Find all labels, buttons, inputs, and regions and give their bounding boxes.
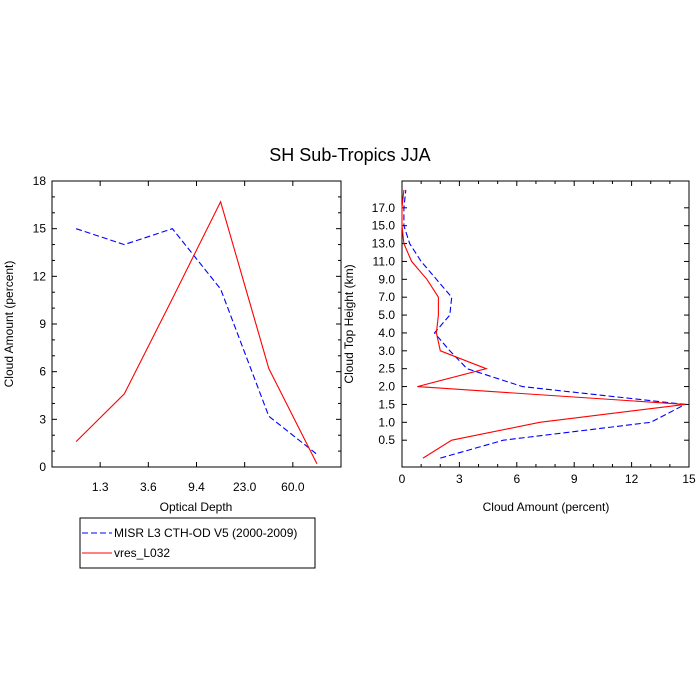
right-y-tick-label: 3.0: [378, 344, 395, 358]
right-panel: 0 3 6 9 12 15 0.5 1.0 1.5 2.0 2.5 3.0 4.0 5.0 7.0 9.0 11…: [342, 180, 696, 514]
left-x-axis-label: Optical Depth: [160, 500, 233, 514]
left-y-tick-label: 9: [39, 317, 46, 331]
left-series-lines: [75, 200, 318, 465]
legend-box: [79, 517, 316, 569]
left-y-axis-label: Cloud Amount (percent): [2, 261, 16, 388]
left-series-vres: [75, 200, 318, 465]
right-x-axis-label: Cloud Amount (percent): [483, 500, 610, 514]
right-series-lines: [401, 189, 688, 459]
left-series-misr: [75, 228, 318, 455]
left-x-tick-label: 1.3: [92, 480, 109, 494]
legend-label-misr: MISR L3 CTH-OD V5 (2000-2009): [114, 526, 297, 540]
right-y-tick-label: 15.0: [372, 219, 396, 233]
right-y-tick-label: 9.0: [378, 272, 395, 286]
right-y-tick-label: 2.0: [378, 380, 395, 394]
left-y-tick-label: 18: [33, 174, 47, 188]
right-x-tick-label: 0: [399, 472, 406, 486]
right-y-tick-label: 0.5: [378, 433, 395, 447]
right-plot-frame: [401, 180, 690, 468]
left-ticks: 0 3 6 9 12 15 18 1.3 3.6 9.4 23.0 60.0: [33, 174, 341, 494]
legend-label-vres: vres_L032: [114, 546, 170, 560]
left-panel: 0 3 6 9 12 15 18 1.3 3.6 9.4 23.0 60.0 Optical Dept…: [2, 174, 342, 514]
right-x-tick-label: 3: [456, 472, 463, 486]
left-y-tick-label: 3: [39, 412, 46, 426]
right-y-tick-label: 4.0: [378, 326, 395, 340]
left-x-tick-label: 9.4: [188, 480, 205, 494]
right-y-tick-label: 11.0: [373, 254, 396, 268]
left-x-tick-label: 60.0: [281, 480, 305, 494]
right-x-tick-label: 6: [513, 472, 520, 486]
left-y-tick-label: 12: [33, 269, 47, 283]
left-x-tick-label: 23.0: [233, 480, 257, 494]
right-x-tick-label: 12: [625, 472, 639, 486]
left-y-tick-label: 6: [39, 365, 46, 379]
right-y-tick-label: 5.0: [378, 308, 395, 322]
right-y-tick-label: 1.5: [378, 397, 395, 411]
right-y-axis-label: Cloud Top Height (km): [342, 264, 356, 383]
right-y-tick-label: 17.0: [372, 201, 396, 215]
left-plot-frame: [51, 180, 342, 468]
right-y-tick-label: 7.0: [378, 290, 395, 304]
left-y-tick-label: 15: [33, 222, 47, 236]
legend: MISR L3 CTH-OD V5 (2000-2009) vres_L032: [79, 517, 316, 569]
right-y-tick-label: 1.0: [378, 415, 395, 429]
right-series-misr: [403, 189, 688, 459]
right-y-tick-label: 13.0: [372, 237, 396, 251]
right-x-tick-label: 9: [571, 472, 578, 486]
right-x-tick-label: 15: [682, 472, 696, 486]
right-ticks: 0 3 6 9 12 15 0.5 1.0 1.5 2.0 2.5 3.0 4.0 5.0 7.0 9.0 11…: [372, 181, 696, 486]
left-x-tick-label: 3.6: [140, 480, 157, 494]
left-y-tick-label: 0: [39, 460, 46, 474]
chart-title: SH Sub-Tropics JJA: [269, 145, 430, 165]
right-series-vres: [401, 189, 686, 459]
right-y-tick-label: 2.5: [378, 362, 395, 376]
